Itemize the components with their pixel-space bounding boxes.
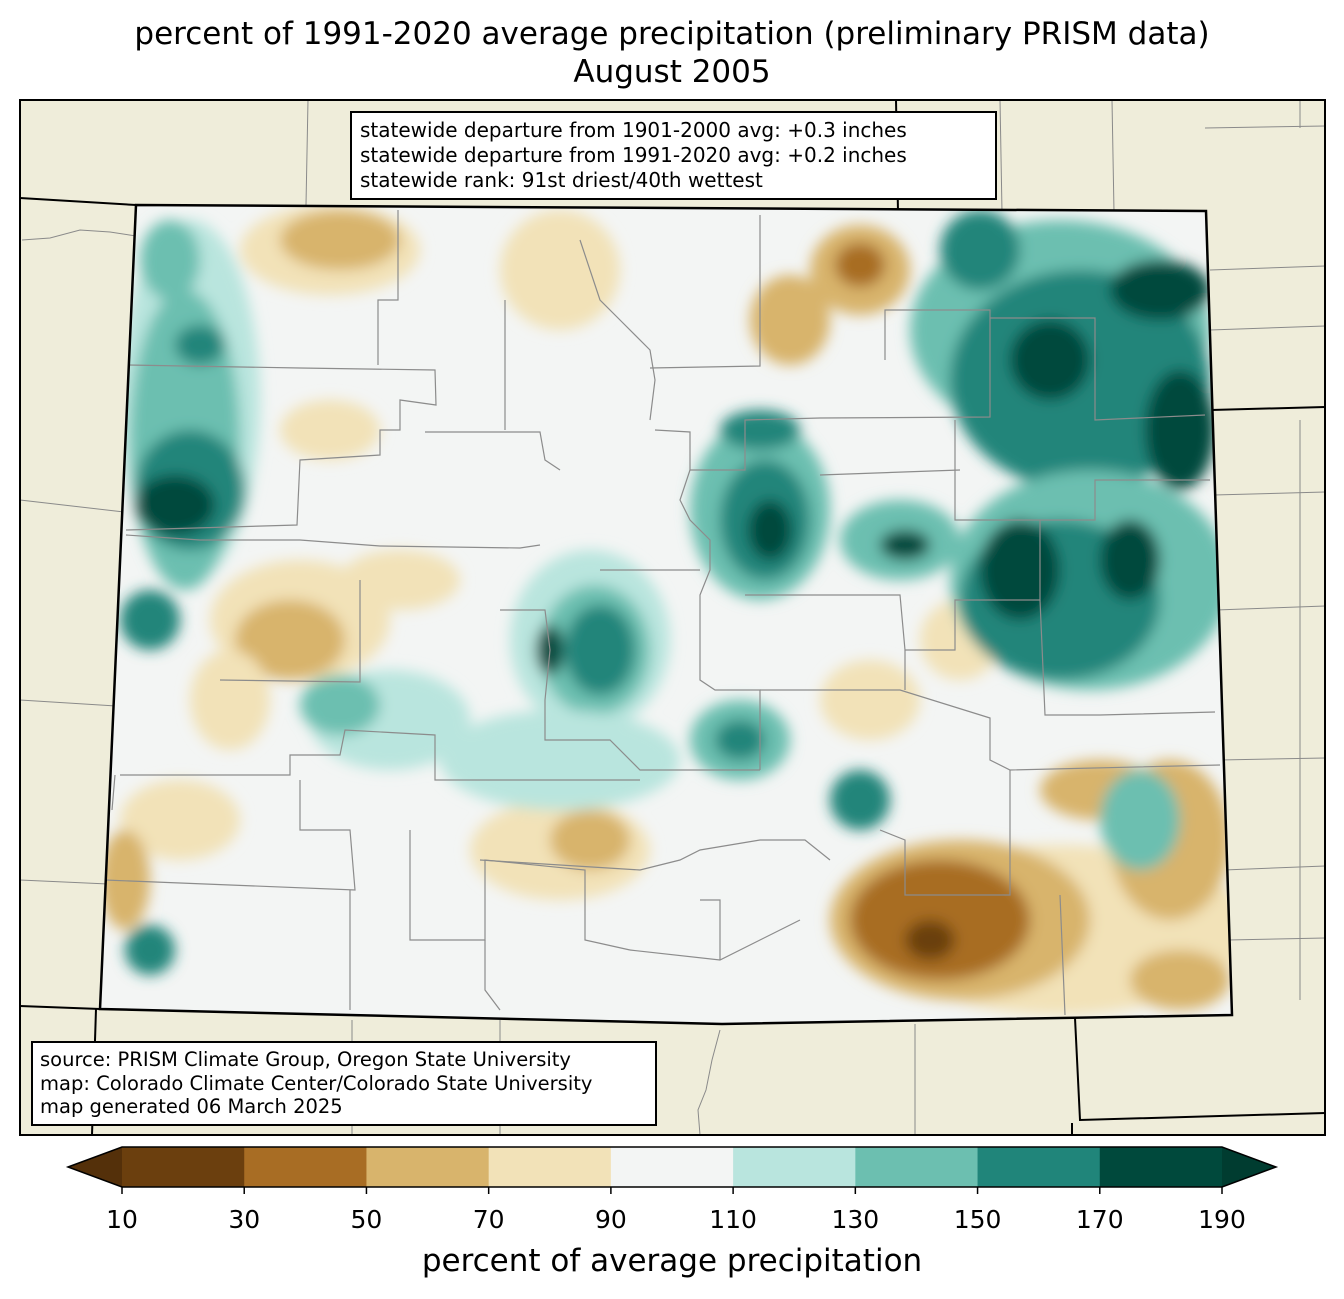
colorbar-under-arrow bbox=[68, 1147, 122, 1187]
county-boundaries bbox=[104, 210, 1221, 1016]
source-credits-box: source: PRISM Climate Group, Oregon Stat… bbox=[31, 1041, 657, 1126]
colorbar-tick-label: 90 bbox=[594, 1205, 627, 1234]
colorbar-tick-label: 30 bbox=[228, 1205, 261, 1234]
colorbar-segment bbox=[244, 1147, 367, 1187]
colorbar-segment bbox=[610, 1147, 734, 1187]
colorbar-tick-label: 50 bbox=[350, 1205, 383, 1234]
colorbar-segment bbox=[977, 1147, 1101, 1187]
colorbar-segment bbox=[855, 1147, 979, 1187]
map-credit-line: map: Colorado Climate Center/Colorado St… bbox=[40, 1071, 593, 1095]
neighbor-state-boundaries bbox=[19, 99, 1326, 1136]
stats-departure-1901-2000: statewide departure from 1901-2000 avg: … bbox=[360, 118, 907, 142]
generated-date-line: map generated 06 March 2025 bbox=[40, 1095, 343, 1118]
stats-rank: statewide rank: 91st driest/40th wettest bbox=[360, 168, 763, 192]
precipitation-field bbox=[100, 205, 1232, 1024]
colorbar-tick-label: 130 bbox=[831, 1205, 880, 1234]
colorbar-tick-label: 10 bbox=[106, 1205, 138, 1234]
colorbar-segment bbox=[488, 1147, 612, 1187]
statewide-stats-box: statewide departure from 1901-2000 avg: … bbox=[350, 111, 997, 200]
colorbar-over-arrow bbox=[1222, 1147, 1276, 1187]
colorbar-segment bbox=[122, 1147, 245, 1187]
colorbar-segment bbox=[733, 1147, 856, 1187]
map-subtitle-date: August 2005 bbox=[573, 54, 771, 90]
colorbar-segment bbox=[1099, 1147, 1223, 1187]
colorbar-tick-label: 170 bbox=[1075, 1205, 1124, 1234]
colorado-state-border bbox=[98, 203, 1234, 1026]
map-frame bbox=[19, 99, 1326, 1136]
colorbar-segment bbox=[366, 1147, 490, 1187]
colorbar bbox=[65, 1146, 1279, 1194]
colorbar-tick-label: 190 bbox=[1198, 1205, 1246, 1234]
colorbar-tick-label: 110 bbox=[709, 1205, 757, 1234]
colorbar-tick-label: 150 bbox=[953, 1205, 1002, 1234]
colorbar-tick-label: 70 bbox=[472, 1205, 505, 1234]
colorbar-label: percent of average precipitation bbox=[421, 1243, 923, 1279]
source-line: source: PRISM Climate Group, Oregon Stat… bbox=[40, 1048, 571, 1071]
map-title: percent of 1991-2020 average precipitati… bbox=[134, 16, 1210, 52]
stats-departure-1991-2020: statewide departure from 1991-2020 avg: … bbox=[360, 143, 907, 167]
